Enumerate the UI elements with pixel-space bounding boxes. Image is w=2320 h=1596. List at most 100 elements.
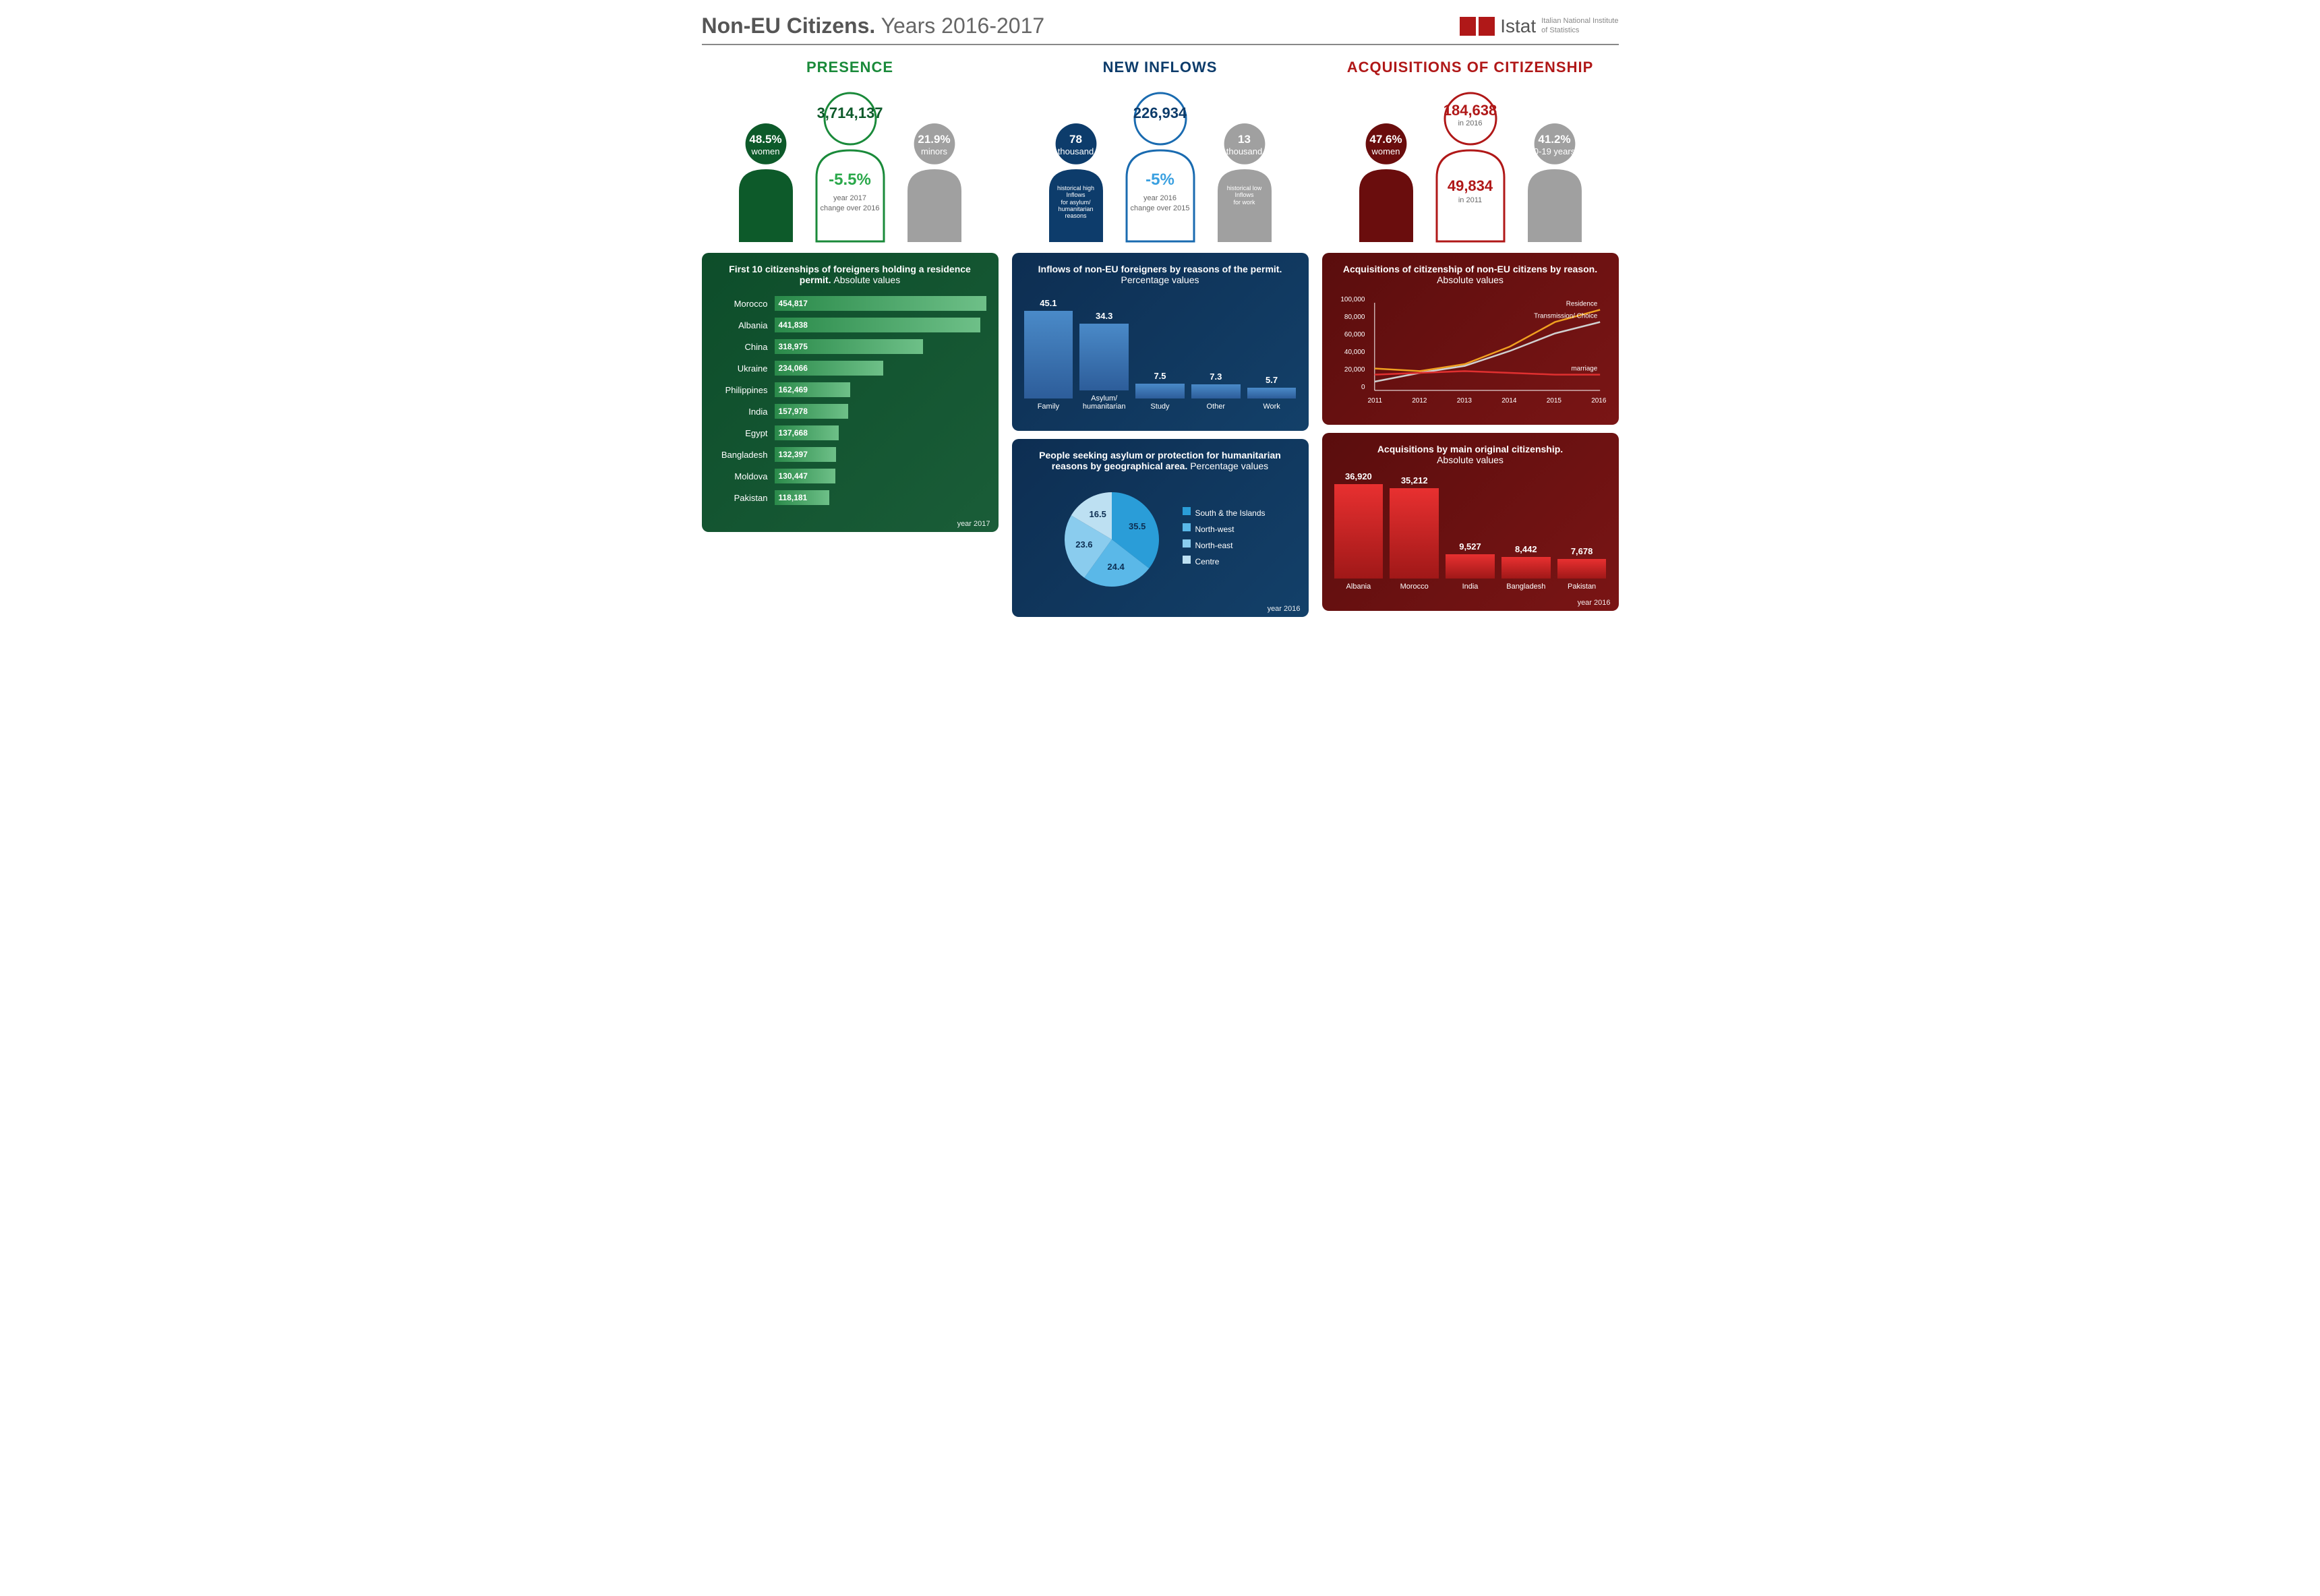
hbar-value: 137,668 <box>779 425 808 440</box>
svg-text:Residence: Residence <box>1566 300 1597 307</box>
acq-panel1-title: Acquisitions of citizenship of non-EU ci… <box>1334 264 1607 285</box>
inflows-vbar-panel: Inflows of non-EU foreigners by reasons … <box>1012 253 1309 431</box>
year-tag: year 2016 <box>1268 605 1301 613</box>
hbar-row: Moldova 130,447 <box>714 469 986 483</box>
vbar-value: 45.1 <box>1040 298 1057 308</box>
hbar-row: Pakistan 118,181 <box>714 490 986 505</box>
vbar-item: 9,527 India <box>1446 541 1495 591</box>
title-bold: Non-EU Citizens. <box>702 13 876 38</box>
svg-text:23.6: 23.6 <box>1076 539 1093 550</box>
acquisitions-line-panel: Acquisitions of citizenship of non-EU ci… <box>1322 253 1619 425</box>
year-tag: year 2017 <box>957 520 990 528</box>
vbar-item: 8,442 Bangladesh <box>1501 544 1551 591</box>
hbar-value: 162,469 <box>779 382 808 397</box>
vbar-value: 35,212 <box>1401 475 1428 485</box>
pie-svg: 35.5 24.4 23.6 16.5 <box>1054 482 1169 597</box>
vbar-value: 9,527 <box>1459 541 1481 552</box>
hbar-label: Moldova <box>714 471 775 481</box>
presence-hbar-chart: Morocco 454,817 Albania 441,838 China 31… <box>714 296 986 505</box>
hbar-value: 132,397 <box>779 447 808 462</box>
istat-logo: Istat Italian National Institute of Stat… <box>1460 16 1618 37</box>
hbar-value: 157,978 <box>779 404 808 419</box>
logo-subtitle: Italian National Institute of Statistics <box>1541 17 1618 34</box>
line-x-labels: 201120122013201420152016 <box>1334 397 1607 405</box>
presence-panel-title: First 10 citizenships of foreigners hold… <box>714 264 986 285</box>
vbar-label: Pakistan <box>1568 583 1596 591</box>
vbar-label: Asylum/ humanitarian <box>1079 394 1129 411</box>
legend-item: North-west <box>1183 523 1265 535</box>
vbar-item: 34.3 Asylum/ humanitarian <box>1079 311 1129 411</box>
hbar-row: Philippines 162,469 <box>714 382 986 397</box>
inflows-panel2-title: People seeking asylum or protection for … <box>1024 450 1297 471</box>
vbar-item: 7.5 Study <box>1135 371 1185 411</box>
svg-text:Transmission/ Choice: Transmission/ Choice <box>1534 313 1598 320</box>
vbar-value: 5.7 <box>1266 375 1278 385</box>
vbar-value: 36,920 <box>1345 471 1372 481</box>
vbar-item: 7,678 Pakistan <box>1557 546 1607 591</box>
acquisitions-people-icons: 47.6% women 184,638 in 2016 49,834 in 20… <box>1322 90 1619 245</box>
hbar-label: China <box>714 342 775 352</box>
hbar-label: Ukraine <box>714 363 775 374</box>
hbar-value: 441,838 <box>779 318 808 332</box>
legend-item: South & the Islands <box>1183 507 1265 519</box>
inflows-pie-chart: 35.5 24.4 23.6 16.5 South & the Islands N… <box>1024 482 1297 597</box>
presence-title: PRESENCE <box>702 59 999 76</box>
vbar-label: Study <box>1150 403 1169 411</box>
hbar-value: 318,975 <box>779 339 808 354</box>
acquisitions-column: ACQUISITIONS OF CITIZENSHIP 47.6% women … <box>1322 59 1619 617</box>
vbar-item: 7.3 Other <box>1191 372 1241 411</box>
line-y-labels: 020,00040,00060,00080,000100,000 <box>1334 296 1365 391</box>
presence-column: PRESENCE 48.5% women 3,714,137 -5.5% yea… <box>702 59 999 617</box>
vbar-label: India <box>1462 583 1479 591</box>
hbar-row: Bangladesh 132,397 <box>714 447 986 462</box>
hbar-row: Egypt 137,668 <box>714 425 986 440</box>
vbar-item: 5.7 Work <box>1247 375 1297 411</box>
vbar-item: 45.1 Family <box>1024 298 1073 411</box>
hbar-row: Morocco 454,817 <box>714 296 986 311</box>
pie-legend: South & the IslandsNorth-westNorth-eastC… <box>1183 507 1265 572</box>
hbar-label: Pakistan <box>714 493 775 503</box>
acquisitions-vbar-chart: 36,920 Albania 35,212 Morocco 9,527 Indi… <box>1334 476 1607 591</box>
svg-text:24.4: 24.4 <box>1108 562 1125 572</box>
vbar-value: 34.3 <box>1096 311 1112 321</box>
acquisitions-title: ACQUISITIONS OF CITIZENSHIP <box>1322 59 1619 76</box>
hbar-label: Egypt <box>714 428 775 438</box>
hbar-label: Morocco <box>714 299 775 309</box>
acq-panel2-title: Acquisitions by main original citizenshi… <box>1334 444 1607 465</box>
svg-text:marriage: marriage <box>1571 365 1597 373</box>
title-light: Years 2016-2017 <box>881 13 1045 38</box>
vbar-item: 36,920 Albania <box>1334 471 1384 591</box>
hbar-label: Albania <box>714 320 775 330</box>
main-columns: PRESENCE 48.5% women 3,714,137 -5.5% yea… <box>702 59 1619 617</box>
hbar-value: 118,181 <box>779 490 808 505</box>
hbar-row: India 157,978 <box>714 404 986 419</box>
vbar-item: 35,212 Morocco <box>1390 475 1439 591</box>
logo-squares-icon <box>1460 17 1495 36</box>
hbar-row: Ukraine 234,066 <box>714 361 986 376</box>
page-title: Non-EU Citizens. Years 2016-2017 <box>702 13 1045 38</box>
inflows-vbar-chart: 45.1 Family 34.3 Asylum/ humanitarian 7.… <box>1024 296 1297 411</box>
legend-item: North-east <box>1183 539 1265 552</box>
year-tag: year 2016 <box>1578 599 1611 607</box>
hbar-value: 130,447 <box>779 469 808 483</box>
hbar-value: 234,066 <box>779 361 808 376</box>
vbar-value: 7.3 <box>1210 372 1222 382</box>
hbar-label: India <box>714 407 775 417</box>
svg-text:16.5: 16.5 <box>1090 509 1106 519</box>
acquisitions-line-chart: 020,00040,00060,00080,000100,000 Residen… <box>1334 296 1607 405</box>
page-header: Non-EU Citizens. Years 2016-2017 Istat I… <box>702 13 1619 45</box>
hbar-row: China 318,975 <box>714 339 986 354</box>
svg-text:35.5: 35.5 <box>1129 521 1146 531</box>
line-svg: Residence Transmission/ Choice marriage <box>1334 296 1607 397</box>
vbar-label: Albania <box>1346 583 1371 591</box>
vbar-value: 7,678 <box>1571 546 1593 556</box>
vbar-label: Other <box>1207 403 1226 411</box>
vbar-value: 8,442 <box>1515 544 1537 554</box>
acquisitions-vbar-panel: Acquisitions by main original citizenshi… <box>1322 433 1619 611</box>
inflows-column: NEW INFLOWS 78 thousand historical highI… <box>1012 59 1309 617</box>
inflows-people-icons: 78 thousand historical highInflowsfor as… <box>1012 90 1309 245</box>
vbar-label: Bangladesh <box>1506 583 1545 591</box>
vbar-label: Work <box>1263 403 1280 411</box>
hbar-label: Philippines <box>714 385 775 395</box>
logo-text: Istat <box>1500 16 1536 37</box>
